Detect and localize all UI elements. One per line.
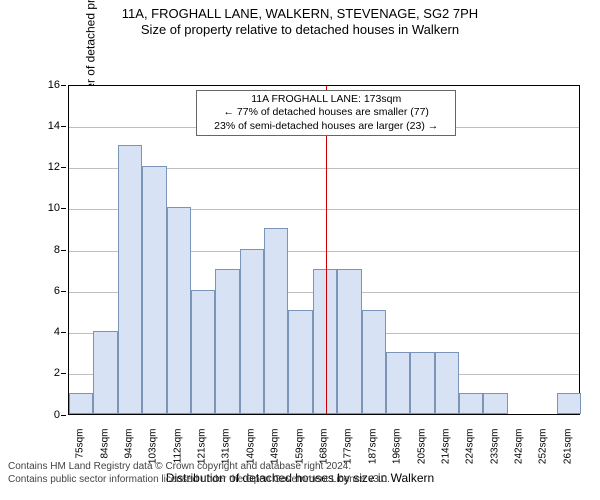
y-tick: 10 (38, 202, 60, 214)
y-tick: 14 (38, 120, 60, 132)
annotation-box: 11A FROGHALL LANE: 173sqm← 77% of detach… (196, 90, 456, 137)
histogram-bar (337, 269, 361, 413)
histogram-bar (362, 310, 386, 413)
histogram-bar (215, 269, 239, 413)
histogram-bar (557, 393, 581, 414)
histogram-bar (191, 290, 215, 414)
histogram-bar (142, 166, 166, 414)
histogram-bar (264, 228, 288, 414)
histogram-bar (410, 352, 434, 414)
histogram-bar (435, 352, 459, 414)
histogram-bar (93, 331, 117, 414)
y-tick: 8 (38, 244, 60, 256)
plot-area: 11A FROGHALL LANE: 173sqm← 77% of detach… (68, 85, 580, 415)
histogram-bar (483, 393, 507, 414)
histogram-bar (459, 393, 483, 414)
y-tick: 12 (38, 161, 60, 173)
y-tick: 16 (38, 79, 60, 91)
y-tick: 6 (38, 285, 60, 297)
histogram-bar (288, 310, 312, 413)
annotation-line: 23% of semi-detached houses are larger (… (201, 120, 451, 134)
histogram-bar (167, 207, 191, 413)
footer-line-1: Contains HM Land Registry data © Crown c… (8, 460, 592, 473)
histogram-bar (118, 145, 142, 413)
annotation-line: 11A FROGHALL LANE: 173sqm (201, 93, 451, 107)
y-tick: 2 (38, 367, 60, 379)
attribution-footer: Contains HM Land Registry data © Crown c… (0, 456, 600, 490)
annotation-line: ← 77% of detached houses are smaller (77… (201, 106, 451, 120)
footer-line-2: Contains public sector information licen… (8, 473, 592, 486)
histogram-bar (240, 249, 264, 414)
histogram-bar (313, 269, 337, 413)
y-tick: 0 (38, 409, 60, 421)
histogram-bar (386, 352, 410, 414)
histogram-bar (69, 393, 93, 414)
y-tick: 4 (38, 326, 60, 338)
